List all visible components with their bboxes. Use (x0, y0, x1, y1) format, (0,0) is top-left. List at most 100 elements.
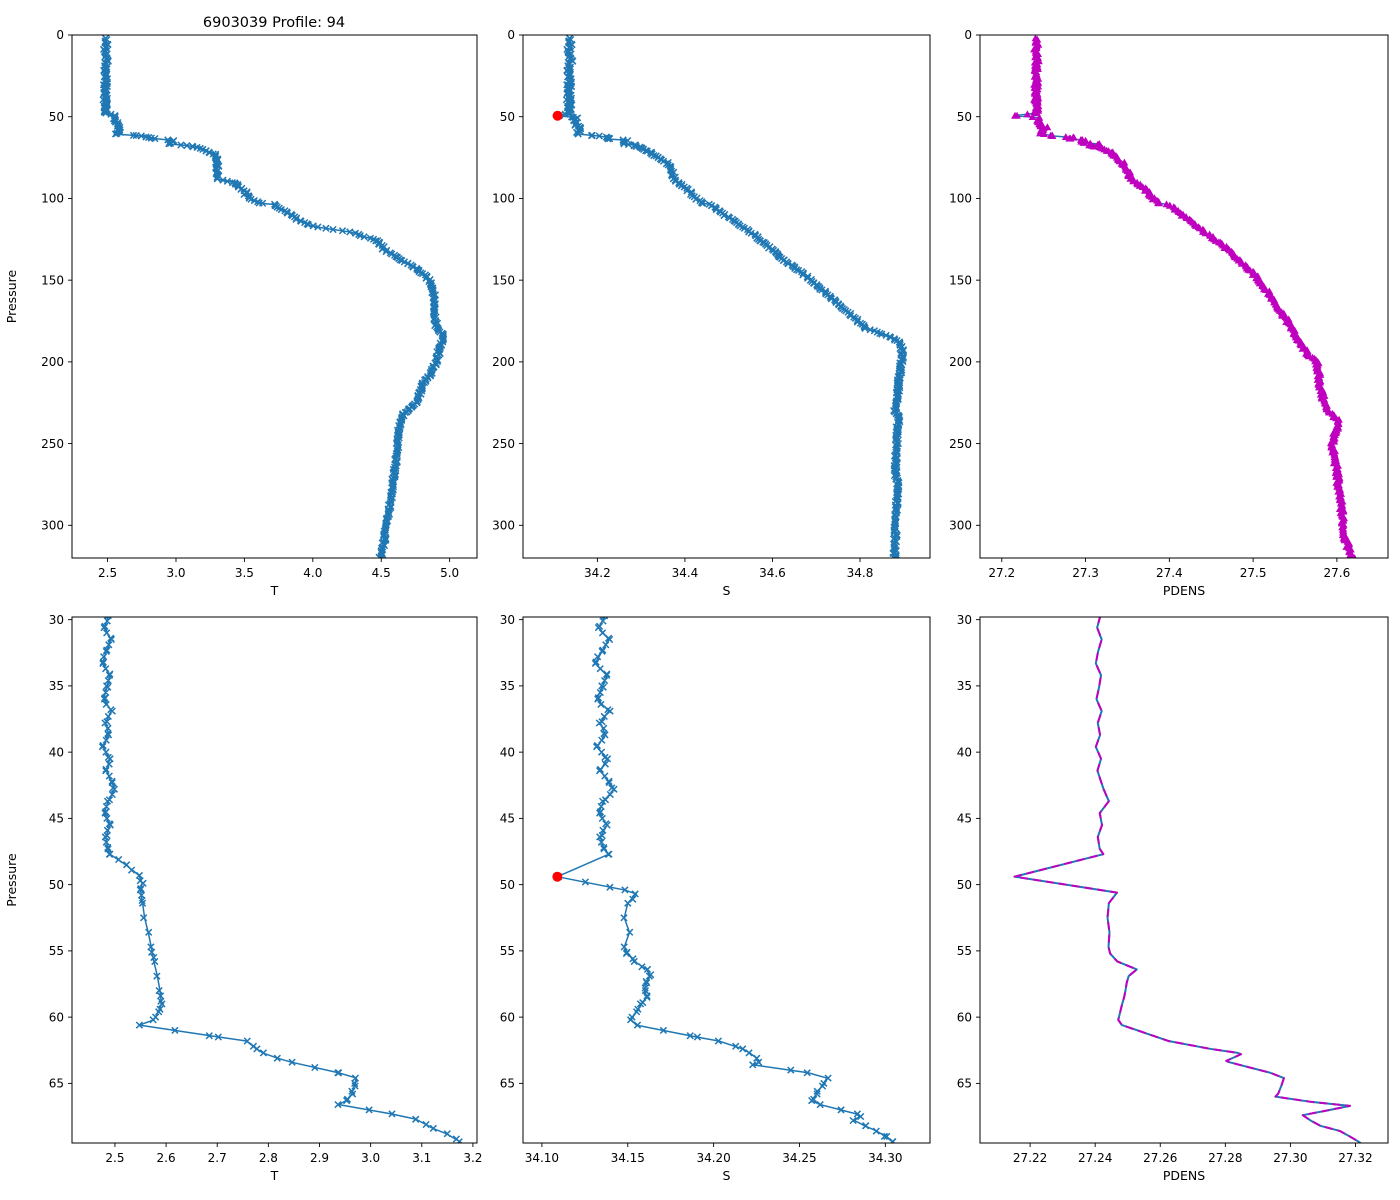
x-tick-label: 27.5 (1240, 566, 1267, 580)
subplot-PDENS-full: 27.2 27.3 27.4 27.5 27.6 0 50 100 150 200 250 300 PD… (949, 28, 1389, 598)
y-tick-label: 250 (949, 437, 972, 451)
y-tick-label: 50 (957, 878, 972, 892)
y-tick-label: 0 (964, 28, 972, 42)
profile-line-S (556, 616, 895, 1144)
x-axis-label-PDENS: PDENS (1163, 1168, 1205, 1183)
x-tick-label: 27.3 (1072, 566, 1099, 580)
x-tick-label: 3.2 (463, 1151, 482, 1165)
x-axis-label-PDENS: PDENS (1163, 583, 1205, 598)
x-tick-label: 34.8 (847, 566, 874, 580)
plot-area-T-zoom (98, 616, 469, 1144)
profile-line-T (101, 616, 463, 1144)
x-tick-label: 34.4 (672, 566, 699, 580)
x-markers-T (99, 34, 448, 559)
y-tick-label: 55 (49, 944, 64, 958)
y-tick-label: 30 (957, 613, 972, 627)
subplot-T-full: 2.5 3.0 3.5 4.0 4.5 5.0 0 50 100 150 200 250 300 T Pre… (4, 28, 478, 598)
x-tick-label: 3.1 (412, 1151, 431, 1165)
plot-title: 6903039 Profile: 94 (203, 15, 345, 31)
y-tick-label: 55 (957, 944, 972, 958)
plot-area-S-zoom (552, 616, 900, 1144)
y-tick-label: 35 (49, 679, 64, 693)
subplot-S-full: 34.2 34.4 34.6 34.8 0 50 100 150 200 250 300 S (492, 28, 931, 598)
x-tick-label: 27.26 (1143, 1151, 1177, 1165)
y-tick-label: 65 (500, 1077, 515, 1091)
x-axis-label-T: T (270, 583, 279, 598)
x-tick-label: 34.6 (759, 566, 786, 580)
y-tick-label: 150 (41, 273, 64, 287)
y-tick-label: 250 (492, 437, 515, 451)
x-tick-label: 34.20 (696, 1151, 730, 1165)
y-tick-label: 45 (500, 812, 515, 826)
y-tick-label: 30 (500, 613, 515, 627)
x-tick-label: 34.25 (782, 1151, 816, 1165)
x-tick-label: 34.30 (868, 1151, 902, 1165)
y-tick-label: 100 (949, 192, 972, 206)
x-tick-label: 3.0 (166, 566, 185, 580)
y-tick-label: 300 (492, 519, 515, 533)
plot-area-PDENS-full (1011, 34, 1358, 559)
x-axis-label-T: T (270, 1168, 279, 1183)
x-tick-label: 27.2 (988, 566, 1015, 580)
plot-area-S-full (552, 34, 908, 559)
x-tick-label: 34.15 (611, 1151, 645, 1165)
y-tick-label: 50 (500, 878, 515, 892)
x-markers-S (554, 34, 908, 559)
y-tick-label: 40 (500, 745, 515, 759)
x-tick-label: 27.6 (1324, 566, 1351, 580)
x-tick-label: 2.5 (105, 1151, 124, 1165)
x-tick-label: 27.28 (1208, 1151, 1242, 1165)
x-tick-label: 34.10 (525, 1151, 559, 1165)
x-tick-label: 34.2 (584, 566, 611, 580)
y-tick-label: 50 (49, 110, 64, 124)
y-tick-label: 150 (492, 273, 515, 287)
plot-area-PDENS-zoom (1013, 616, 1363, 1144)
x-markers-S (554, 616, 900, 1144)
y-tick-label: 300 (41, 519, 64, 533)
profile-line-PDENS (1013, 38, 1354, 559)
subplot-PDENS-zoom: 27.22 27.24 27.26 27.28 27.30 27.32 30 35 40 45 50… (957, 613, 1389, 1183)
y-tick-label: 45 (49, 812, 64, 826)
triangle-markers-PDENS (1011, 34, 1358, 559)
x-markers-T (98, 616, 469, 1144)
x-tick-label: 27.24 (1078, 1151, 1112, 1165)
axes-frame (71, 34, 478, 559)
x-tick-label: 27.30 (1273, 1151, 1307, 1165)
y-tick-label: 40 (49, 745, 64, 759)
y-tick-label: 30 (49, 613, 64, 627)
plot-area-T-full (99, 34, 448, 559)
y-tick-label: 55 (500, 944, 515, 958)
y-tick-label: 60 (500, 1010, 515, 1024)
y-tick-label: 50 (957, 110, 972, 124)
y-tick-label: 200 (949, 355, 972, 369)
x-tick-label: 3.5 (235, 566, 254, 580)
y-tick-label: 200 (492, 355, 515, 369)
y-axis-label-pressure: Pressure (4, 853, 19, 907)
x-tick-label: 2.6 (157, 1151, 176, 1165)
x-tick-label: 2.5 (98, 566, 117, 580)
axes-frame (979, 616, 1389, 1144)
y-axis-label-pressure: Pressure (4, 270, 19, 324)
x-tick-label: 27.4 (1156, 566, 1183, 580)
axes-frame (522, 616, 931, 1144)
flagged-point-marker (552, 110, 563, 121)
y-tick-label: 100 (41, 192, 64, 206)
profile-line-S (556, 37, 904, 558)
y-tick-label: 100 (492, 192, 515, 206)
x-tick-label: 27.22 (1013, 1151, 1047, 1165)
x-tick-label: 2.7 (208, 1151, 227, 1165)
y-tick-label: 60 (957, 1010, 972, 1024)
y-tick-label: 150 (949, 273, 972, 287)
y-tick-label: 300 (949, 519, 972, 533)
x-tick-label: 4.5 (372, 566, 391, 580)
subplot-T-zoom: 2.5 2.6 2.7 2.8 2.9 3.0 3.1 3.2 30 35 40 45 50 55 60 65… (4, 613, 482, 1183)
y-tick-label: 45 (957, 812, 972, 826)
y-tick-label: 35 (500, 679, 515, 693)
y-tick-label: 50 (49, 878, 64, 892)
x-axis-label-S: S (723, 583, 731, 598)
y-tick-label: 65 (49, 1077, 64, 1091)
y-tick-label: 250 (41, 437, 64, 451)
profile-line-PDENS (1013, 616, 1363, 1144)
